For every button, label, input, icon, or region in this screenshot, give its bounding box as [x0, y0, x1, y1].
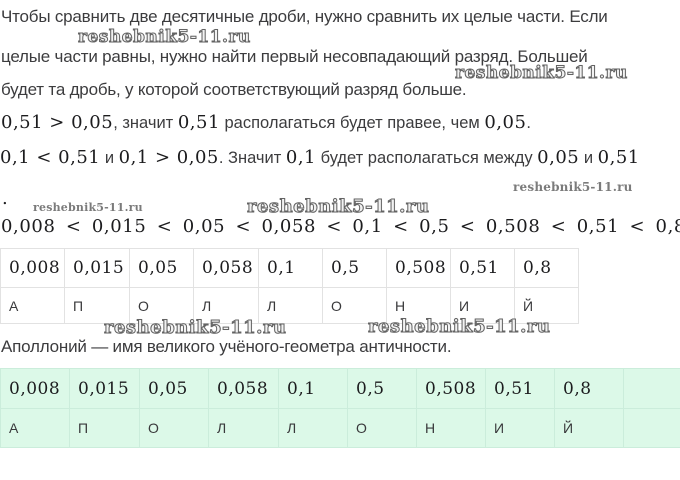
paragraph-line-3: будет та дробь, у которой соответствующи…: [1, 80, 467, 99]
value-cell: 0,8: [514, 248, 579, 288]
highlighted-answer-table: 0,008 0,015 0,05 0,058 0,1 0,5 0,508 0,5…: [0, 368, 680, 448]
caption-apollonius: Аполлоний — имя великого учёного-геометр…: [1, 337, 452, 356]
value-cell: 0,51: [485, 368, 555, 409]
letter-cell: О: [347, 408, 417, 448]
math-expression: 0,1 > 0,05: [118, 147, 219, 168]
value-cell: 0,015: [64, 248, 130, 288]
watermark: reshebnik5-11.ru: [103, 317, 287, 339]
value-cell: 0,058: [208, 368, 279, 409]
watermark: reshebnik5-11.ru: [367, 316, 551, 338]
value-cell: 0,508: [386, 248, 451, 288]
value-cell: 0,008: [0, 248, 65, 288]
paragraph-line-2: целые части равны, нужно найти первый не…: [1, 47, 588, 66]
letter-cell: Л: [193, 287, 259, 324]
table-row-letters: А П О Л Л О Н И Й: [0, 408, 680, 448]
value-cell: 0,015: [69, 368, 140, 409]
letter-cell: П: [64, 287, 130, 324]
wrapped-period: .: [2, 188, 8, 209]
letter-cell: Л: [258, 287, 323, 324]
value-cell: 0,508: [416, 368, 486, 409]
math-expression: 0,05: [537, 147, 580, 168]
letter-cell: О: [139, 408, 209, 448]
watermark: reshebnik5-11.ru: [78, 27, 251, 48]
letter-cell: А: [0, 408, 70, 448]
watermark: reshebnik5-11.ru: [246, 196, 430, 218]
value-cell: 0,05: [129, 248, 194, 288]
letter-cell: И: [485, 408, 555, 448]
value-cell: 0,51: [450, 248, 515, 288]
letter-cell: И: [450, 287, 515, 324]
letter-cell: О: [322, 287, 387, 324]
watermark: reshebnik5-11.ru: [513, 180, 633, 194]
math-sentence-1: 0,51 > 0,05, значит 0,51 располагаться б…: [1, 112, 531, 133]
table-row-values: 0,008 0,015 0,05 0,058 0,1 0,5 0,508 0,5…: [0, 368, 680, 409]
letter-cell: Й: [554, 408, 624, 448]
math-expression: 0,51 > 0,05: [1, 112, 114, 133]
value-cell: 0,058: [193, 248, 259, 288]
letter-cell: П: [69, 408, 140, 448]
value-cell: 0,1: [278, 368, 348, 409]
letter-cell: Л: [278, 408, 348, 448]
table-row-letters: А П О Л Л О Н И Й: [0, 287, 579, 324]
math-expression: 0,1: [285, 147, 317, 168]
value-cell: 0,008: [0, 368, 70, 409]
paragraph-line-1: Чтобы сравнить две десятичные дроби, нуж…: [1, 7, 608, 26]
letter-cell: О: [129, 287, 194, 324]
empty-cell: [623, 368, 680, 409]
math-sentence-2: 0,1 < 0,51 и 0,1 > 0,05. Значит 0,1 буде…: [0, 147, 640, 168]
answer-table: 0,008 0,015 0,05 0,058 0,1 0,5 0,508 0,5…: [0, 248, 579, 324]
letter-cell: Л: [208, 408, 279, 448]
value-cell: 0,05: [139, 368, 209, 409]
value-cell: 0,5: [322, 248, 387, 288]
table-row-values: 0,008 0,015 0,05 0,058 0,1 0,5 0,508 0,5…: [0, 248, 579, 288]
letter-cell: Н: [416, 408, 486, 448]
watermark: reshebnik5-11.ru: [455, 63, 628, 84]
math-expression: 0,51: [177, 112, 220, 133]
letter-cell: Й: [514, 287, 579, 324]
watermark: reshebnik5-11.ru: [33, 201, 143, 214]
math-expression: 0,51: [597, 147, 640, 168]
value-cell: 0,8: [554, 368, 624, 409]
letter-cell: А: [0, 287, 65, 324]
value-cell: 0,1: [258, 248, 323, 288]
math-expression: 0,1 < 0,51: [0, 147, 101, 168]
math-expression: 0,05: [484, 112, 527, 133]
value-cell: 0,5: [347, 368, 417, 409]
inequality-chain: 0,008 < 0,015 < 0,05 < 0,058 < 0,1 < 0,5…: [1, 216, 680, 237]
empty-cell: [623, 408, 680, 448]
